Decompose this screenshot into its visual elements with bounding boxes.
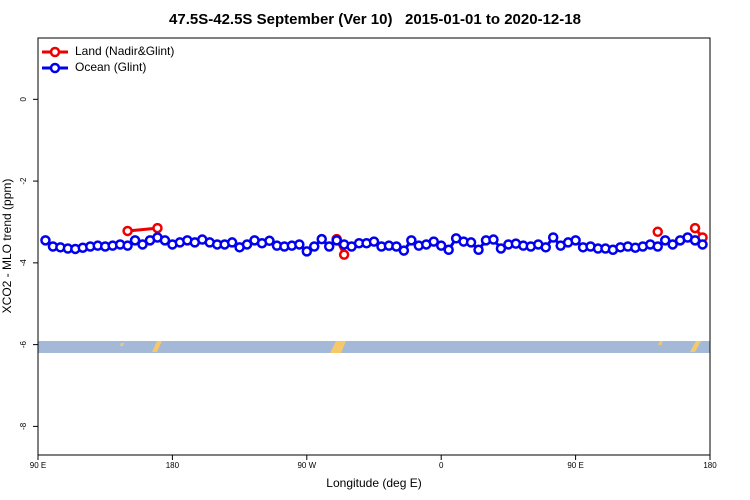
x-tick-label: 180 <box>703 461 717 470</box>
data-point <box>689 222 701 234</box>
data-point <box>338 249 350 260</box>
data-point <box>495 243 507 254</box>
data-point <box>540 242 551 253</box>
plot-frame <box>37 37 711 456</box>
data-point <box>294 239 305 250</box>
data-point <box>264 235 275 247</box>
data-point <box>391 241 402 252</box>
data-point <box>331 235 342 246</box>
data-point <box>137 239 148 250</box>
x-tick-label: 90 W <box>297 461 316 470</box>
x-tick-label: 0 <box>439 461 444 470</box>
x-tick-label: 90 E <box>567 461 583 470</box>
data-point <box>465 237 477 248</box>
data-point <box>652 226 663 238</box>
data-point <box>226 237 238 248</box>
legend-marker <box>49 62 61 74</box>
y-tick-label: -4 <box>19 259 28 267</box>
data-point <box>443 244 454 256</box>
data-point <box>667 239 678 250</box>
data-point <box>122 240 133 251</box>
data-point <box>488 234 499 245</box>
data-point <box>122 225 133 237</box>
y-tick-label: -8 <box>19 422 28 430</box>
y-axis-label: XCO2 - MLO trend (ppm) <box>0 179 14 314</box>
surface-strip <box>38 341 710 353</box>
data-point <box>323 241 335 252</box>
legend-label: Ocean (Glint) <box>75 60 146 74</box>
chart-title: 47.5S-42.5S September (Ver 10) 2015-01-0… <box>169 11 581 28</box>
data-point <box>309 241 320 252</box>
data-point <box>129 235 141 246</box>
x-tick-label: 180 <box>166 461 180 470</box>
data-point <box>428 236 439 247</box>
data-point <box>159 235 171 246</box>
data-point <box>398 245 410 256</box>
data-point <box>301 246 313 257</box>
x-tick-label: 90 E <box>30 461 46 470</box>
data-point <box>473 244 484 256</box>
data-point <box>689 235 701 246</box>
y-tick-label: -2 <box>19 177 28 185</box>
x-axis-label: Longitude (deg E) <box>326 476 421 490</box>
data-point <box>406 235 417 246</box>
data-point <box>40 235 51 246</box>
legend-label: Land (Nadir&Glint) <box>75 44 174 58</box>
data-point <box>659 235 671 246</box>
data-point <box>241 239 253 250</box>
data-point <box>152 222 163 234</box>
data-point <box>570 235 581 246</box>
land-strip-marks <box>120 341 701 353</box>
data-point <box>316 233 327 245</box>
data-point <box>697 239 708 250</box>
data-point <box>547 232 559 243</box>
data-point <box>435 240 447 251</box>
data-point <box>652 241 663 252</box>
y-tick-label: 0 <box>19 97 28 102</box>
data-point <box>368 236 380 247</box>
y-tick-label: -6 <box>19 341 28 349</box>
legend-marker <box>49 46 61 58</box>
